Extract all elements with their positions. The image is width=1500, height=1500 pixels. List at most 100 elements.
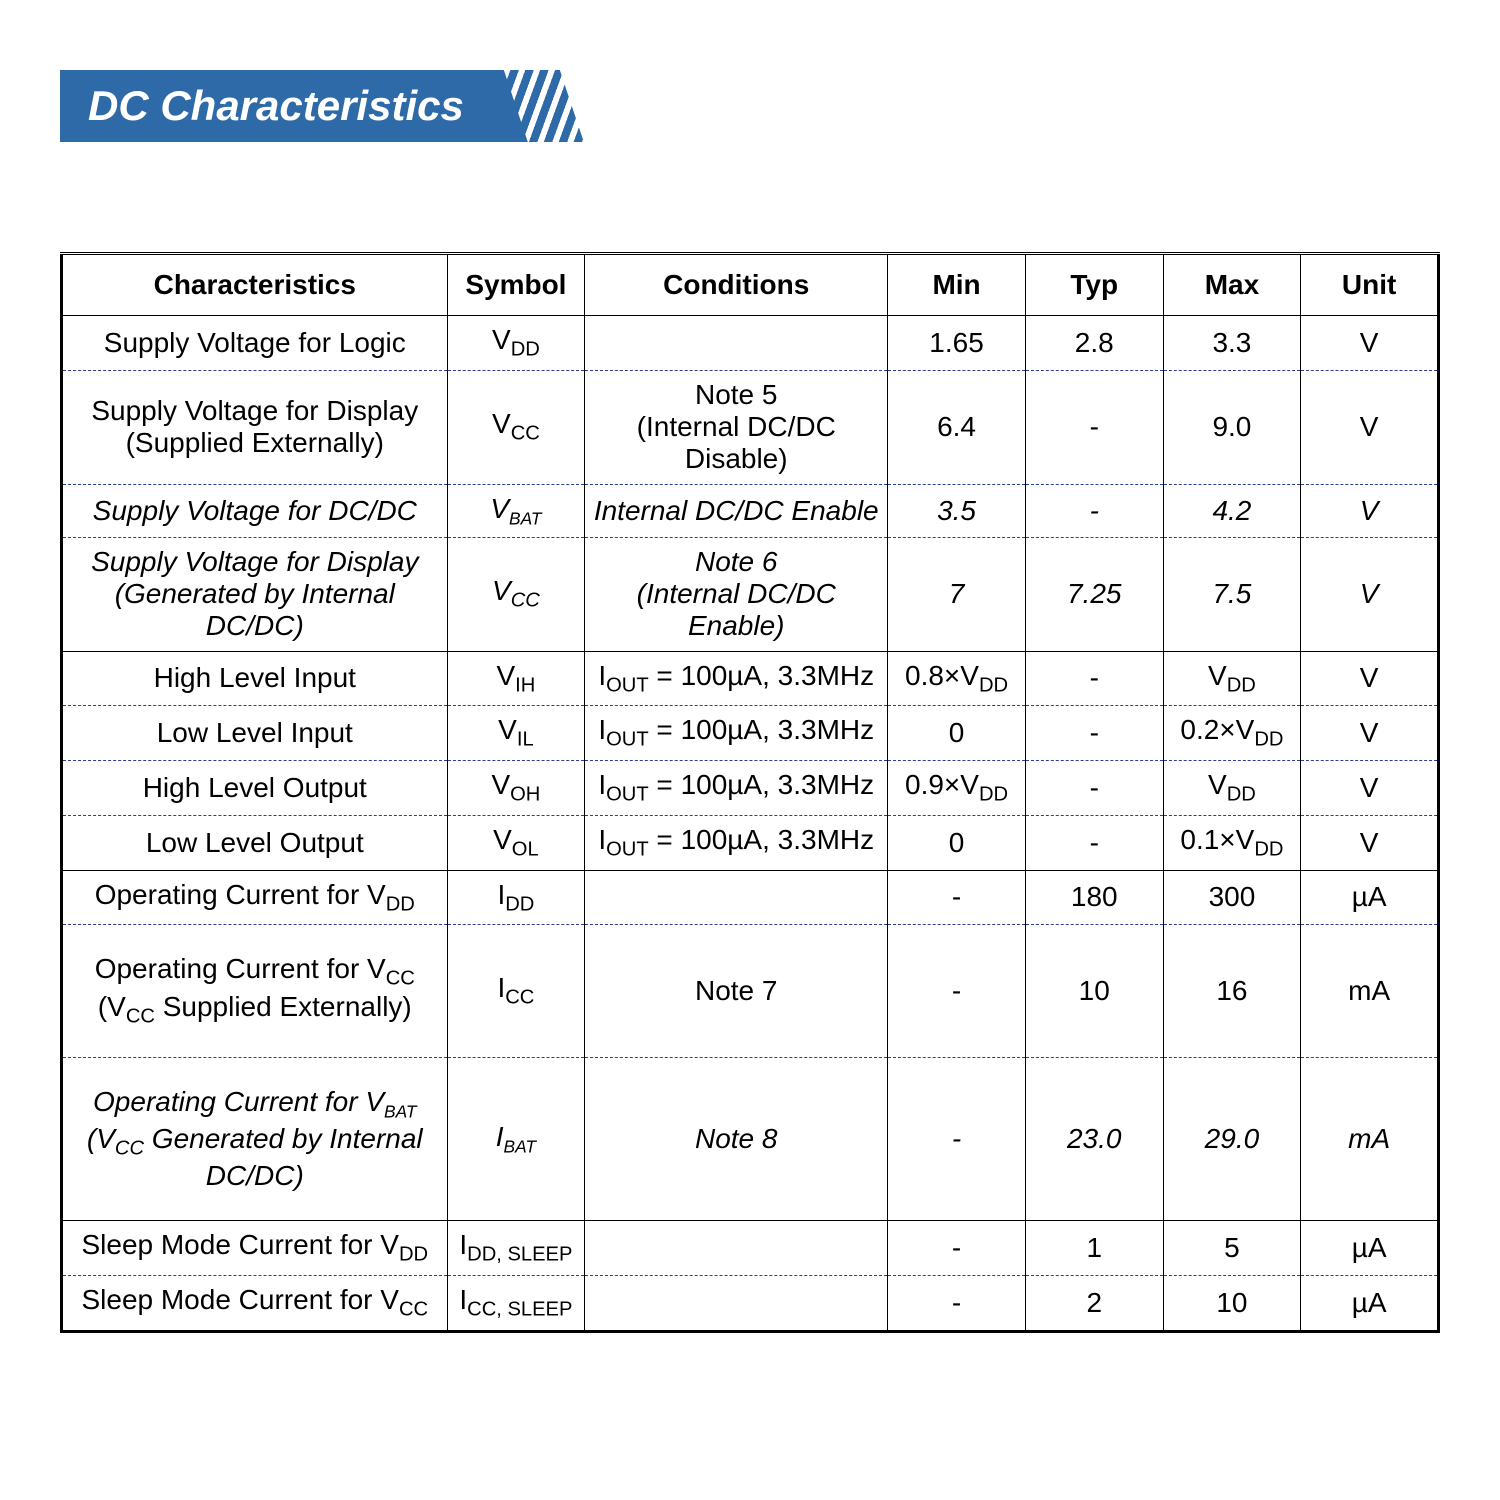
cell-conditions: Note 6(Internal DC/DC Enable) [585,538,888,652]
cell-typ: - [1025,706,1163,761]
cell-symbol: VIL [447,706,585,761]
cell-typ: 2.8 [1025,316,1163,371]
table-row: Operating Current for VCC(VCC Supplied E… [62,925,1439,1058]
cell-unit: µA [1301,1276,1439,1332]
cell-characteristics: Low Level Input [62,706,448,761]
cell-max: 4.2 [1163,484,1301,538]
cell-unit: mA [1301,1057,1439,1221]
th-unit: Unit [1301,254,1439,316]
cell-max: 0.1×VDD [1163,815,1301,870]
cell-max: VDD [1163,651,1301,706]
cell-min: 3.5 [888,484,1026,538]
cell-typ: 2 [1025,1276,1163,1332]
table-row: High Level OutputVOHIOUT = 100µA, 3.3MHz… [62,761,1439,816]
cell-unit: V [1301,761,1439,816]
cell-typ: 10 [1025,925,1163,1058]
cell-min: 0 [888,706,1026,761]
cell-typ: 23.0 [1025,1057,1163,1221]
cell-min: - [888,870,1026,925]
cell-conditions [585,1221,888,1276]
cell-min: 6.4 [888,370,1026,484]
table-row: Supply Voltage for DC/DCVBATInternal DC/… [62,484,1439,538]
cell-symbol: ICC, SLEEP [447,1276,585,1332]
cell-max: 3.3 [1163,316,1301,371]
table-row: High Level InputVIHIOUT = 100µA, 3.3MHz0… [62,651,1439,706]
cell-typ: 180 [1025,870,1163,925]
cell-symbol: VCC [447,538,585,652]
table-row: Low Level InputVILIOUT = 100µA, 3.3MHz0-… [62,706,1439,761]
cell-characteristics: Low Level Output [62,815,448,870]
cell-typ: - [1025,651,1163,706]
cell-conditions: IOUT = 100µA, 3.3MHz [585,815,888,870]
cell-min: 0.8×VDD [888,651,1026,706]
cell-symbol: VOL [447,815,585,870]
cell-unit: V [1301,815,1439,870]
table-row: Supply Voltage for LogicVDD1.652.83.3V [62,316,1439,371]
cell-unit: V [1301,316,1439,371]
cell-conditions: IOUT = 100µA, 3.3MHz [585,651,888,706]
cell-characteristics: High Level Output [62,761,448,816]
page: DC Characteristics Characteristics Symbo… [0,0,1500,1373]
cell-conditions: Internal DC/DC Enable [585,484,888,538]
cell-characteristics: Sleep Mode Current for VCC [62,1276,448,1332]
cell-min: - [888,1221,1026,1276]
cell-max: 7.5 [1163,538,1301,652]
cell-unit: V [1301,538,1439,652]
th-typ: Typ [1025,254,1163,316]
th-characteristics: Characteristics [62,254,448,316]
cell-characteristics: High Level Input [62,651,448,706]
cell-unit: V [1301,706,1439,761]
cell-characteristics: Operating Current for VDD [62,870,448,925]
cell-conditions [585,1276,888,1332]
th-max: Max [1163,254,1301,316]
cell-conditions: Note 8 [585,1057,888,1221]
table-row: Sleep Mode Current for VDDIDD, SLEEP -15µ… [62,1221,1439,1276]
cell-symbol: ICC [447,925,585,1058]
cell-characteristics: Supply Voltage for DC/DC [62,484,448,538]
cell-characteristics: Operating Current for VCC(VCC Supplied E… [62,925,448,1058]
table-row: Supply Voltage for Display(Generated by … [62,538,1439,652]
cell-typ: 1 [1025,1221,1163,1276]
cell-symbol: VBAT [447,484,585,538]
th-symbol: Symbol [447,254,585,316]
cell-max: 5 [1163,1221,1301,1276]
cell-symbol: IBAT [447,1057,585,1221]
cell-unit: V [1301,370,1439,484]
cell-typ: - [1025,815,1163,870]
cell-max: 9.0 [1163,370,1301,484]
table-row: Sleep Mode Current for VCCICC, SLEEP-210… [62,1276,1439,1332]
cell-unit: V [1301,651,1439,706]
cell-min: 7 [888,538,1026,652]
cell-max: VDD [1163,761,1301,816]
cell-symbol: IDD, SLEEP [447,1221,585,1276]
table-header-row: Characteristics Symbol Conditions Min Ty… [62,254,1439,316]
cell-conditions [585,870,888,925]
cell-conditions: Note 5(Internal DC/DC Disable) [585,370,888,484]
cell-max: 0.2×VDD [1163,706,1301,761]
cell-characteristics: Supply Voltage for Logic [62,316,448,371]
cell-min: - [888,1276,1026,1332]
cell-symbol: VDD [447,316,585,371]
cell-conditions [585,316,888,371]
table-body: Supply Voltage for LogicVDD1.652.83.3VSu… [62,316,1439,1332]
cell-min: 0 [888,815,1026,870]
cell-max: 16 [1163,925,1301,1058]
cell-unit: mA [1301,925,1439,1058]
cell-unit: µA [1301,1221,1439,1276]
cell-typ: 7.25 [1025,538,1163,652]
cell-characteristics: Sleep Mode Current for VDD [62,1221,448,1276]
cell-characteristics: Operating Current for VBAT(VCC Generated… [62,1057,448,1221]
cell-typ: - [1025,761,1163,816]
cell-max: 300 [1163,870,1301,925]
cell-symbol: IDD [447,870,585,925]
cell-unit: µA [1301,870,1439,925]
cell-symbol: VOH [447,761,585,816]
cell-conditions: Note 7 [585,925,888,1058]
table-row: Supply Voltage for Display(Supplied Exte… [62,370,1439,484]
cell-typ: - [1025,484,1163,538]
cell-typ: - [1025,370,1163,484]
cell-unit: V [1301,484,1439,538]
cell-characteristics: Supply Voltage for Display(Generated by … [62,538,448,652]
cell-characteristics: Supply Voltage for Display(Supplied Exte… [62,370,448,484]
cell-min: 0.9×VDD [888,761,1026,816]
